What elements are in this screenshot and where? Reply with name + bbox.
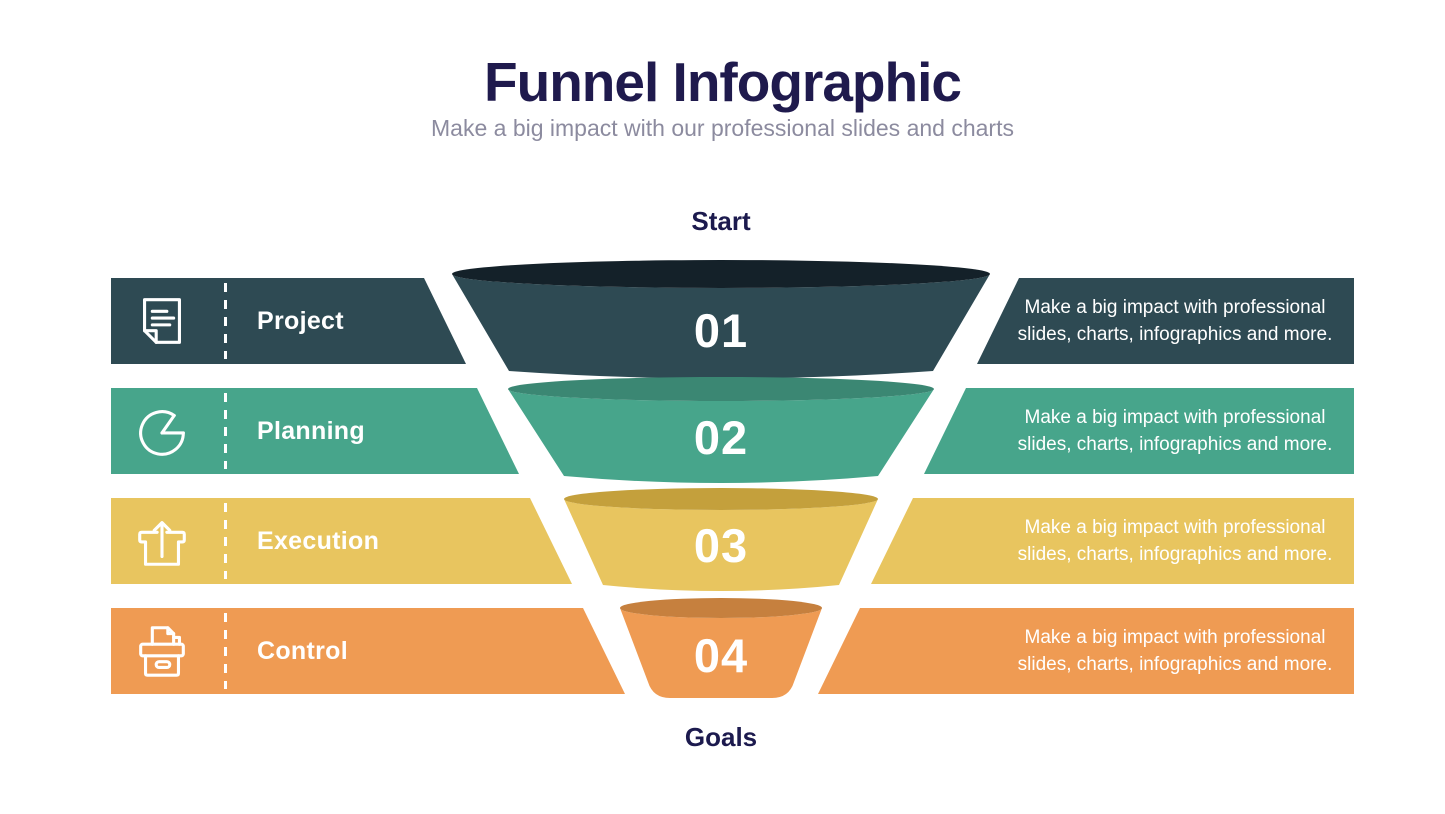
stage-description: Make a big impact with professional slid… bbox=[1017, 627, 1333, 675]
stage-bar-execution: Execution bbox=[111, 498, 572, 584]
funnel-segment-1 bbox=[452, 274, 990, 379]
stage-label: Control bbox=[257, 637, 348, 665]
stage-description: Make a big impact with professional slid… bbox=[1017, 297, 1333, 345]
funnel-segment-3 bbox=[564, 499, 878, 591]
funnel-segment-2-top bbox=[508, 377, 934, 401]
stage-description-bar: Make a big impact with professional slid… bbox=[924, 388, 1354, 474]
archive-box-icon bbox=[131, 620, 193, 682]
stage-label: Execution bbox=[257, 527, 380, 555]
stage-bar-project: Project bbox=[111, 278, 466, 364]
stage-label: Planning bbox=[257, 417, 365, 445]
stage-number: 01 bbox=[693, 304, 749, 357]
stage-description-bar: Make a big impact with professional slid… bbox=[977, 278, 1354, 364]
unbox-arrow-icon bbox=[131, 510, 193, 572]
stage-description: Make a big impact with professional slid… bbox=[1017, 517, 1333, 565]
dashed-divider bbox=[224, 613, 227, 689]
funnel-segment-3-top bbox=[564, 488, 878, 510]
stage-description-bar: Make a big impact with professional slid… bbox=[818, 608, 1354, 694]
stage-number: 04 bbox=[693, 629, 749, 682]
funnel-start-label: Start bbox=[691, 206, 751, 236]
stage-description: Make a big impact with professional slid… bbox=[1017, 407, 1333, 455]
funnel-goals-label: Goals bbox=[684, 722, 758, 752]
pie-chart-icon bbox=[131, 400, 193, 462]
stage-description-bar: Make a big impact with professional slid… bbox=[871, 498, 1354, 584]
page-subtitle: Make a big impact with our professional … bbox=[431, 115, 1014, 141]
stage-bar-control: Control bbox=[111, 608, 625, 694]
stage-bar-planning: Planning bbox=[111, 388, 519, 474]
funnel-segment-1-top bbox=[452, 260, 990, 288]
page-title: Funnel Infographic bbox=[484, 51, 962, 113]
dashed-divider bbox=[224, 503, 227, 579]
stage-number: 03 bbox=[693, 519, 749, 572]
stage-label: Project bbox=[257, 307, 344, 335]
stage-number: 02 bbox=[693, 411, 749, 464]
funnel-segment-4-top bbox=[620, 598, 822, 618]
dashed-divider bbox=[224, 283, 227, 359]
note-document-icon bbox=[131, 290, 193, 352]
funnel-segment-2 bbox=[508, 389, 934, 483]
funnel-segment-4 bbox=[620, 608, 822, 698]
dashed-divider bbox=[224, 393, 227, 469]
